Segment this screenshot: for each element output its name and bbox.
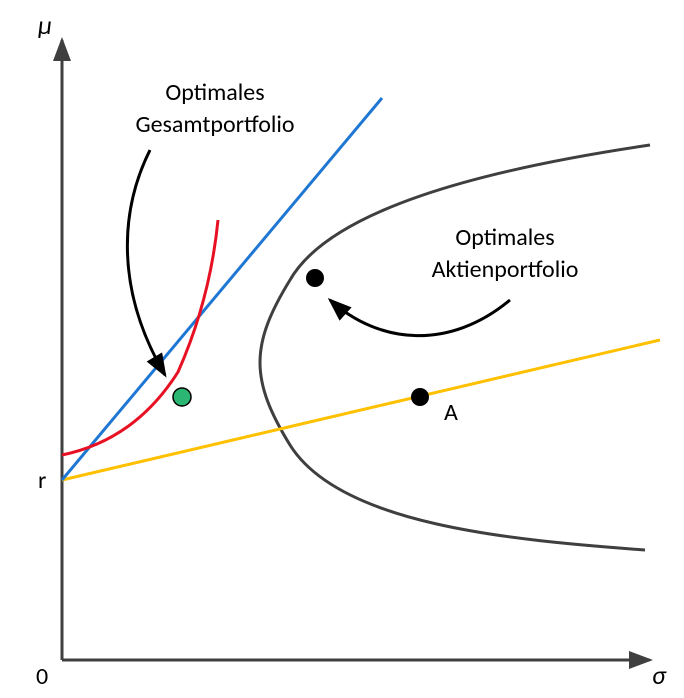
origin-label: 0 bbox=[36, 662, 48, 691]
tangent-portfolio-point bbox=[306, 269, 324, 287]
aktienportfolio-arrow bbox=[330, 300, 510, 336]
aktienportfolio-label-2: Aktienportfolio bbox=[432, 255, 579, 284]
portfolio-a-label: A bbox=[444, 398, 458, 427]
r-label: r bbox=[38, 466, 46, 495]
efficient-frontier bbox=[260, 145, 650, 550]
capital-allocation-line-a bbox=[62, 340, 660, 480]
gesamtportfolio-label-1: Optimales bbox=[165, 78, 264, 107]
capital-market-line bbox=[62, 98, 382, 480]
portfolio-chart: 0 σ μ r A Optimales Gesamtportfolio Optimales Ak… bbox=[0, 0, 684, 698]
gesamtportfolio-label-2: Gesamtportfolio bbox=[135, 110, 294, 139]
portfolio-a-point bbox=[411, 388, 429, 406]
aktienportfolio-label-1: Optimales bbox=[455, 223, 554, 252]
total-portfolio-point bbox=[173, 388, 191, 406]
gesamtportfolio-arrow bbox=[127, 150, 165, 375]
x-axis-label: σ bbox=[652, 659, 667, 691]
y-axis-label: μ bbox=[38, 9, 52, 41]
indifference-curve bbox=[62, 220, 218, 455]
